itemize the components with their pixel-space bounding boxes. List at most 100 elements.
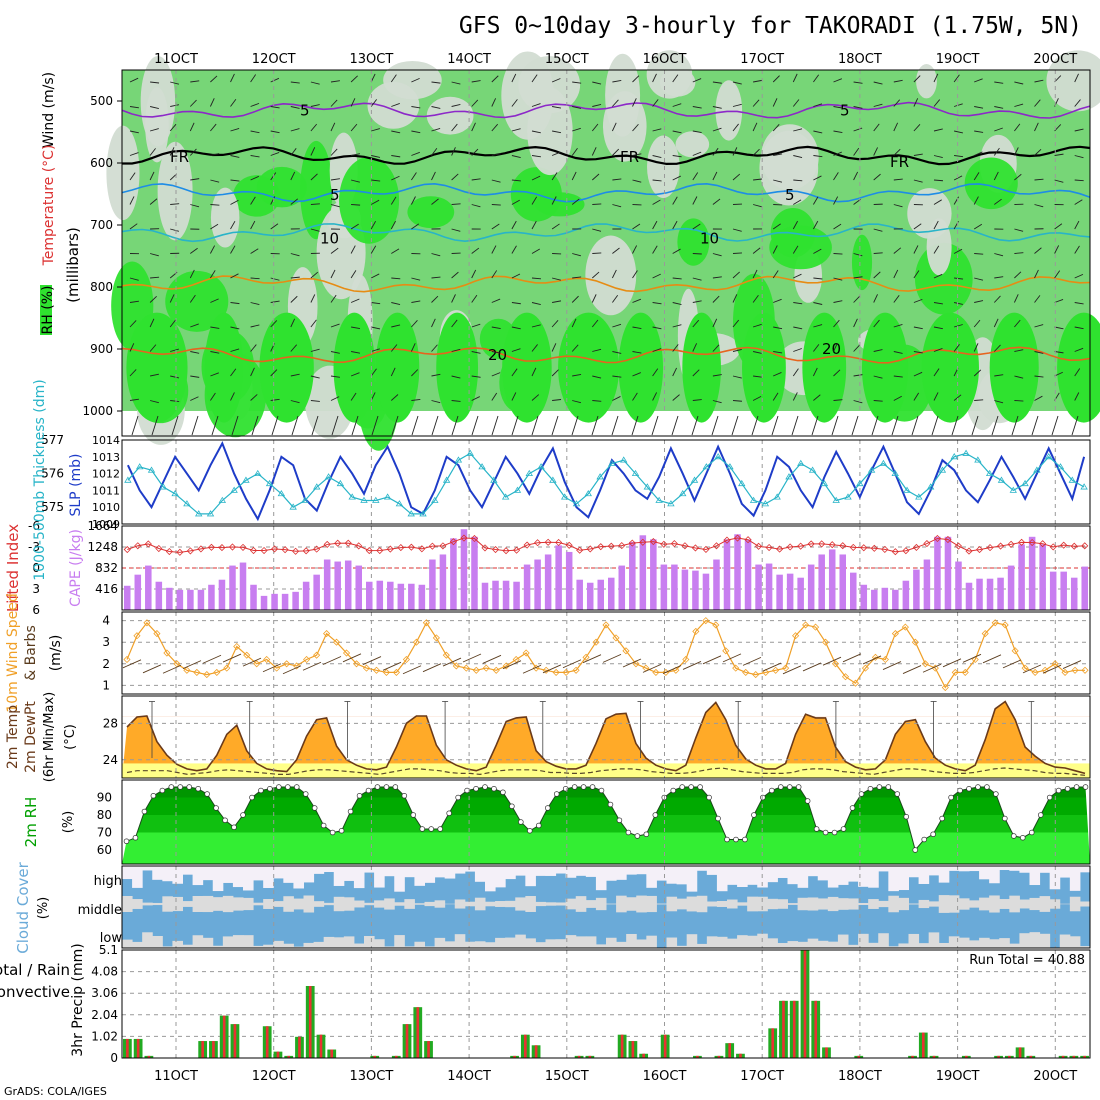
cape-bar [1060,571,1067,610]
wind-speed-point [323,630,331,638]
wind-barb [290,128,300,132]
low-cloud-gap [253,945,264,948]
wind-barb [350,223,359,230]
rh-point [509,803,515,809]
wind-barb [290,400,300,404]
wind-barb [491,372,501,377]
mid-cloud-gap [333,896,345,912]
wind-barb [370,273,380,279]
wind-barb [873,271,881,279]
wind-barb [853,127,863,132]
cape-bar [618,565,626,610]
rh-point [231,824,237,830]
li-point [881,545,889,553]
wind-barb [592,228,602,232]
high-cloud-gap [606,866,617,881]
cape-bar [849,572,857,610]
thickness-point [773,493,781,500]
wind-barb [230,220,236,230]
wind-barb [732,252,743,254]
rh-moist-patch [861,312,909,423]
li-point [723,536,731,544]
wind-barb [612,323,622,328]
high-cloud-gap [898,866,909,891]
wind-barb [672,103,682,107]
wind-barb [431,318,436,328]
wind-barb [250,344,257,352]
wind-barb [230,73,235,83]
wind-speed-point [213,668,221,676]
wind-barb [270,300,280,303]
run-total-label: Run Total = 40.88 [969,953,1085,968]
wind-barb [451,294,456,303]
li-point [1007,540,1015,548]
mid-cloud-gap [757,896,768,912]
rh-point [724,836,730,843]
temp-units-label: (°C) [63,724,78,750]
rh-point [822,829,829,836]
wind-barb [652,99,659,107]
li-point [712,542,721,550]
high-cloud-gap [666,866,678,884]
wind-tick-label: 3 [102,635,110,649]
temperature-axis-label: Temperature (°C) [41,145,57,267]
temp-area [122,701,1090,778]
surface-barb [631,415,639,436]
thickness-point [1068,476,1076,483]
rh-point [518,819,524,825]
panel-frame [121,779,1091,865]
high-cloud-gap [918,866,930,884]
wind-barb [994,198,1002,205]
cape-bar [871,589,878,610]
wind-barb [933,99,941,107]
wind-barb [572,276,582,279]
wind-barb [531,175,541,181]
high-cloud-gap [404,866,415,878]
wind-barb [250,155,260,158]
high-cloud-gap [837,866,849,885]
wind-barb [551,78,561,83]
wind-barb [270,223,279,230]
low-cloud-gap [716,936,728,948]
surface-barb [1031,415,1039,436]
wind-barb [793,155,803,159]
wind-barb [793,326,803,330]
cape-bar [145,565,152,610]
high-cloud-gap [575,866,587,876]
mid-cloud-gap [888,895,899,913]
rh-point [751,812,757,818]
wind-barb [370,99,378,107]
wind-barb [471,247,480,254]
wind-barb [822,656,842,666]
cloud-row-label: low [100,931,123,946]
wind-barb [873,375,883,379]
high-cloud-gap [616,866,627,880]
wind-barb [1002,659,1022,669]
rh-moist-patch [165,270,229,332]
mid-cloud-gap [1009,895,1020,913]
li-point [660,540,668,548]
thickness-point [962,449,970,456]
wind-barb [672,220,678,230]
rh-point [948,794,954,801]
rh-point [589,784,596,790]
high-cloud-gap [495,866,506,888]
low-cloud-gap [918,943,930,948]
low-cloud-gap [646,935,657,948]
credit-text: GrADS: COLA/IGES [4,1085,107,1098]
thickness-point [159,483,168,490]
wind-speed-point [402,655,410,664]
wind-barb [913,75,921,83]
wind-barb [571,318,577,328]
date-label-top: 18OCT [838,52,882,67]
li-point [439,542,447,550]
wind-barb [994,253,1004,257]
date-axis: 11OCT11OCT12OCT12OCT13OCT13OCT14OCT14OCT… [154,52,1077,1084]
wind-barb [933,155,943,159]
mid-cloud-gap [303,895,315,913]
rh-point [697,784,703,790]
surface-barb [571,415,579,436]
high-cloud-gap [1069,866,1081,891]
thickness-point [1080,483,1088,490]
wind-barb [391,130,401,134]
